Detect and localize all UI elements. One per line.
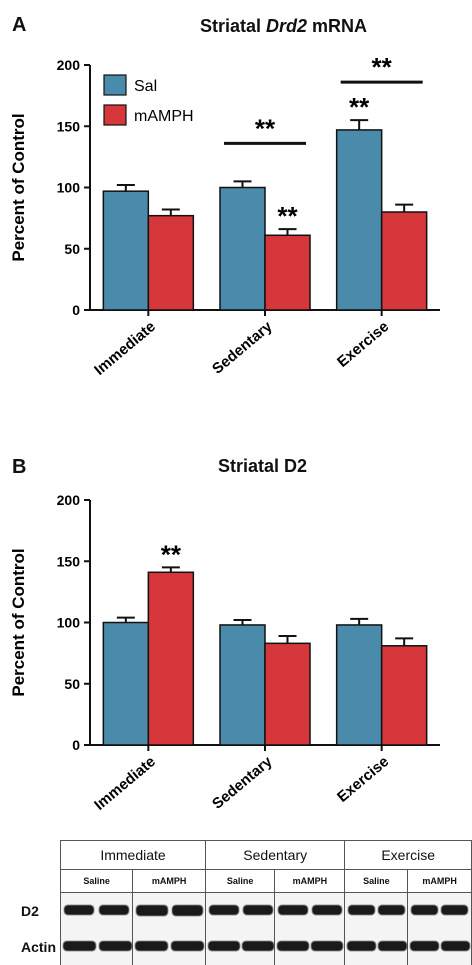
blot-band [136, 905, 169, 916]
x-tick-label: Immediate [91, 318, 159, 379]
y-tick-label: 50 [64, 241, 80, 257]
blot-condition-immediate: Immediate [60, 840, 206, 870]
blot-band [378, 905, 406, 915]
blot-lane [132, 929, 206, 965]
blot-band [348, 905, 376, 915]
blot-sub-saline: Saline [59, 869, 134, 893]
significance-marker: ** [277, 201, 298, 231]
bar-mamph [380, 645, 428, 746]
y-axis-label: Percent of Control [9, 548, 28, 696]
panel-b-label: B [12, 456, 27, 478]
legend-label-mamph: mAMPH [134, 108, 194, 125]
panel-a-label: A [12, 14, 27, 36]
blot-band [278, 905, 309, 915]
blot-band [172, 905, 204, 916]
chart-a: 0 50 100 150 200 Percent of Control Immediate S… [9, 52, 440, 379]
blot-band [99, 941, 132, 951]
x-tick-label: Sedentary [209, 753, 276, 813]
y-tick-label: 0 [72, 737, 80, 753]
blot-lane [274, 929, 346, 965]
blot-band [410, 941, 440, 951]
blot-band [63, 941, 96, 951]
significance-marker: ** [349, 92, 370, 122]
blot-lane [132, 892, 206, 929]
y-tick-label: 200 [57, 57, 81, 73]
blot-band [312, 905, 343, 915]
bar-mamph [147, 214, 195, 311]
blot-table: Immediate Sedentary Exercise Saline mAMP… [20, 840, 472, 965]
blot-lane [59, 892, 134, 929]
bar-sal [335, 624, 383, 746]
blot-band [378, 941, 408, 951]
blot-band [99, 905, 129, 915]
x-tick-label: Exercise [334, 753, 392, 806]
blot-lane [59, 929, 134, 965]
y-tick-label: 100 [57, 180, 81, 196]
blot-band [411, 905, 439, 915]
panel-a-title-suffix: mRNA [307, 16, 368, 36]
bar-mamph [264, 642, 311, 746]
bar-mamph [147, 571, 195, 746]
blot-lane [407, 929, 472, 965]
blot-condition-exercise: Exercise [344, 840, 472, 870]
blot-band [347, 941, 377, 951]
x-tick-label: Immediate [91, 753, 159, 814]
blot-band [208, 941, 240, 951]
blot-lane [344, 929, 409, 965]
blot-lane [204, 892, 276, 929]
blot-band [64, 905, 94, 915]
blot-sub-mamph: mAMPH [274, 869, 346, 893]
x-tick-label: Sedentary [209, 318, 276, 378]
y-axis-label: Percent of Control [9, 113, 28, 261]
blot-lane [407, 892, 472, 929]
blot-sub-mamph: mAMPH [132, 869, 206, 893]
blot-sub-saline: Saline [204, 869, 276, 893]
blot-band [243, 905, 273, 915]
blot-row-label-d2: D2 [21, 902, 39, 919]
y-tick-label: 150 [57, 118, 81, 134]
bar-sal [102, 190, 150, 311]
y-tick-label: 200 [57, 492, 81, 508]
bar-sal [102, 621, 150, 746]
blot-band [441, 905, 469, 915]
blot-sub-mamph: mAMPH [407, 869, 472, 893]
bar-sal [219, 624, 266, 746]
chart-b: 0 50 100 150 200 Percent of Control Immediate S… [9, 492, 440, 814]
legend-swatch-mamph [103, 104, 127, 126]
blot-band [277, 941, 310, 951]
bar-mamph [380, 211, 428, 311]
significance-marker: ** [255, 113, 276, 143]
blot-condition-sedentary: Sedentary [204, 840, 346, 870]
blot-band [242, 941, 274, 951]
y-tick-label: 0 [72, 302, 80, 318]
blot-band [441, 941, 471, 951]
blot-lane [274, 892, 346, 929]
significance-marker: ** [372, 52, 393, 82]
western-blot: Immediate Sedentary Exercise Saline mAMP… [20, 840, 472, 965]
panel-b-title: Striatal D2 [218, 456, 308, 476]
blot-band [209, 905, 239, 915]
blot-sub-saline: Saline [344, 869, 409, 893]
y-tick-label: 50 [64, 676, 80, 692]
panel-a-title-prefix: Striatal [200, 16, 267, 36]
blot-band [311, 941, 344, 951]
x-tick-label: Exercise [334, 318, 392, 371]
bar-sal [219, 186, 266, 311]
blot-row-label-actin: Actin [21, 939, 56, 955]
panel-a-title-italic: Drd2 [266, 16, 308, 36]
blot-band [171, 941, 205, 951]
blot-band [135, 941, 169, 951]
panel-a-title: Striatal Drd2 mRNA [200, 16, 367, 37]
y-tick-label: 100 [57, 615, 81, 631]
bar-sal [335, 129, 383, 311]
bar-mamph [264, 234, 311, 311]
legend-label-sal: Sal [134, 78, 157, 95]
y-tick-label: 150 [57, 553, 81, 569]
blot-lane [204, 929, 276, 965]
blot-lane [344, 892, 409, 929]
significance-marker: ** [161, 539, 182, 569]
legend-swatch-sal [103, 74, 127, 96]
